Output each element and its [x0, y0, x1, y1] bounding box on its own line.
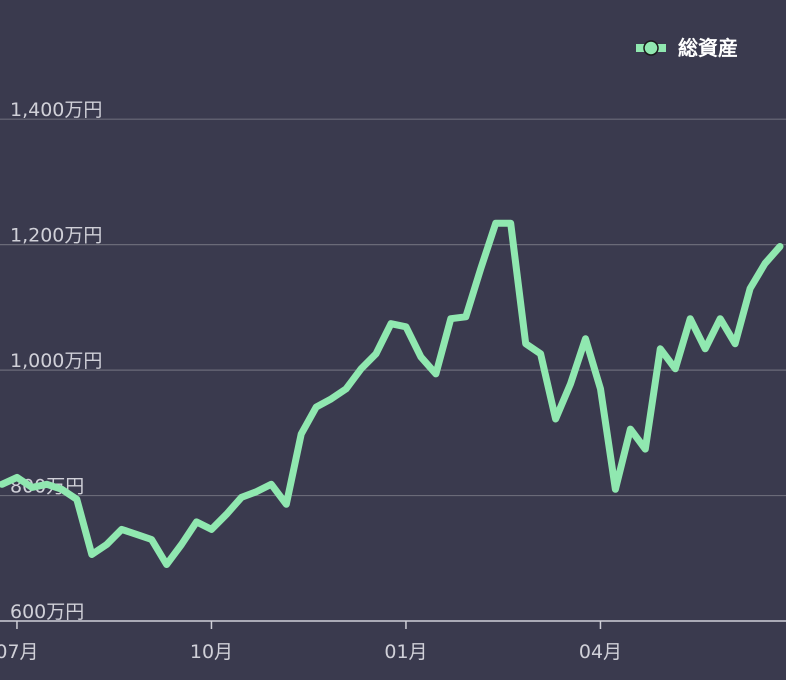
y-tick-label: 1,200万円 — [10, 225, 102, 247]
y-tick-label: 1,400万円 — [10, 99, 102, 121]
legend-marker — [643, 40, 659, 56]
x-tick-label: 01月 — [384, 641, 427, 663]
x-tick-label: 10月 — [190, 641, 233, 663]
legend-label: 総資産 — [678, 36, 738, 60]
series-line — [0, 219, 784, 568]
y-tick-label: 600万円 — [10, 601, 84, 623]
y-tick-label: 1,000万円 — [10, 350, 102, 372]
x-tick-label: 04月 — [579, 641, 622, 663]
x-tick-label: 07月 — [0, 641, 39, 663]
